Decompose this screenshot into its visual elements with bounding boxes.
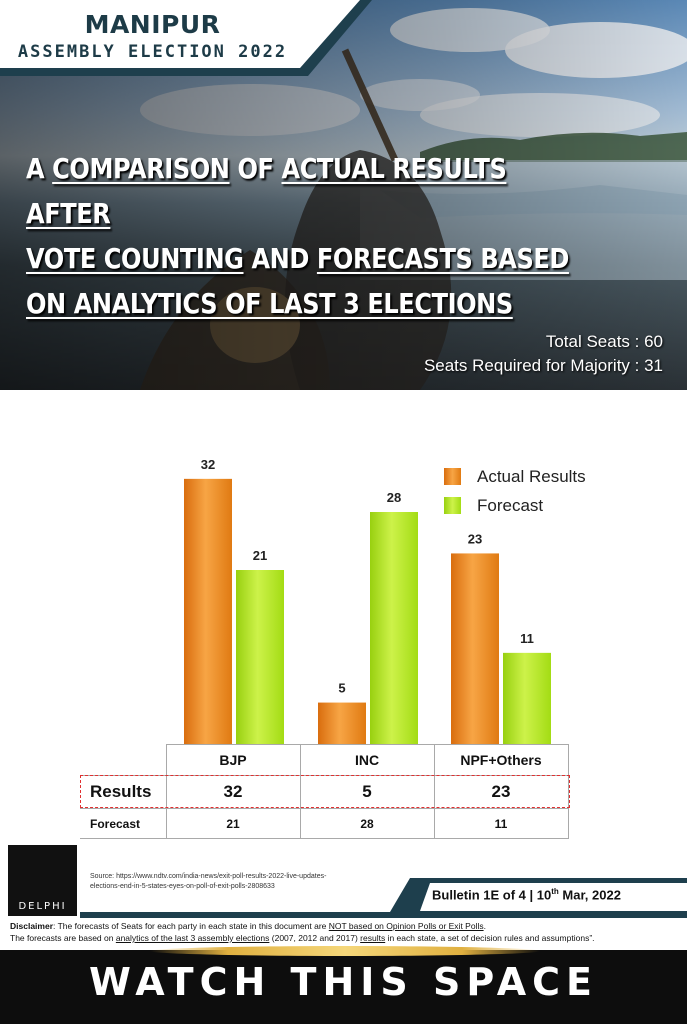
legend-swatch-forecast bbox=[444, 497, 461, 514]
delphi-logo: DELPHI bbox=[8, 845, 77, 916]
bulletin-panel bbox=[420, 883, 687, 911]
legend-label-forecast: Forecast bbox=[477, 495, 544, 515]
headline-part: OF bbox=[229, 152, 282, 185]
disclaimer-line-1: Disclaimer: The forecasts of Seats for e… bbox=[10, 920, 680, 932]
table-header-cell: INC bbox=[299, 744, 435, 776]
brand-title: MANIPUR bbox=[84, 10, 221, 39]
row-label-forecast: Forecast bbox=[80, 808, 167, 839]
total-seats: Total Seats : 60 bbox=[545, 332, 663, 351]
hero-banner: MANIPUR ASSEMBLY ELECTION 2022 A COMPARI… bbox=[0, 0, 687, 390]
headline-part: ACTUAL RESULTS AFTER bbox=[26, 152, 507, 230]
table-cell: 5 bbox=[299, 775, 435, 809]
source-line: Source: https://www.ndtv.com/india-news/… bbox=[90, 873, 327, 880]
bar-value-label: 32 bbox=[201, 457, 215, 472]
row-label-results: Results bbox=[80, 775, 167, 809]
source-line: elections-end-in-5-states-eyes-on-poll-o… bbox=[90, 883, 275, 890]
bulletin-suffix: Mar, 2022 bbox=[558, 887, 621, 903]
table-header-cell: BJP bbox=[165, 744, 301, 776]
bar-chart: 32 21 5 28 23 11 bbox=[184, 457, 551, 744]
bar-actual-bjp bbox=[184, 478, 232, 744]
bar-actual-inc bbox=[318, 702, 366, 744]
bulletin-sup: th bbox=[551, 887, 559, 896]
disclaimer: Disclaimer: The forecasts of Seats for e… bbox=[10, 920, 680, 944]
bar-value-label: 28 bbox=[387, 490, 401, 505]
disclaimer-text: NOT based on Opinion Polls or Exit Polls bbox=[328, 921, 484, 931]
bar-value-label: 11 bbox=[520, 631, 534, 646]
disclaimer-text: . bbox=[483, 921, 486, 931]
disclaimer-text: : The forecasts of Seats for each party … bbox=[53, 921, 329, 931]
bulletin-label: Bulletin 1E of 4 | 10th Mar, 2022 bbox=[432, 887, 621, 902]
bulletin-prefix: Bulletin 1E of 4 | 10 bbox=[432, 887, 552, 903]
bar-forecast-npf-others bbox=[503, 652, 551, 744]
bar-value-label: 23 bbox=[468, 531, 482, 546]
chart-legend: Actual Results Forecast bbox=[444, 462, 586, 520]
table-header-cell: NPF+Others bbox=[433, 744, 569, 776]
results-table: BJP INC NPF+Others Results 32 5 23 Forec… bbox=[80, 744, 569, 839]
disclaimer-text: in each state, a set of decision rules a… bbox=[385, 933, 595, 943]
disclaimer-label: Disclaimer bbox=[10, 921, 53, 931]
table-header-row: BJP INC NPF+Others bbox=[80, 744, 569, 776]
disclaimer-text: The forecasts are based on bbox=[10, 933, 116, 943]
bar-forecast-inc bbox=[370, 512, 418, 744]
source-note: Source: https://www.ndtv.com/india-news/… bbox=[90, 872, 400, 892]
headline-part: VOTE COUNTING bbox=[26, 242, 244, 275]
table-cell: 28 bbox=[299, 808, 435, 839]
bar-actual-npf-others bbox=[451, 553, 499, 744]
watch-this-space: WATCH THIS SPACE bbox=[89, 960, 598, 1004]
headline: A COMPARISON OF ACTUAL RESULTS AFTER VOT… bbox=[26, 146, 576, 326]
table-cell: 11 bbox=[433, 808, 569, 839]
legend-label-actual: Actual Results bbox=[477, 466, 586, 486]
table-row-forecast: Forecast 21 28 11 bbox=[80, 808, 569, 839]
brand-subtitle: ASSEMBLY ELECTION 2022 bbox=[17, 42, 288, 62]
table-corner-cell bbox=[80, 744, 167, 776]
table-row-results: Results 32 5 23 bbox=[80, 775, 569, 809]
title-tab bbox=[0, 0, 360, 68]
delphi-logo-text: DELPHI bbox=[18, 901, 67, 912]
headline-part: COMPARISON bbox=[52, 152, 230, 185]
legend-item-forecast: Forecast bbox=[444, 491, 586, 520]
headline-part: AND bbox=[243, 242, 317, 275]
table-cell: 32 bbox=[165, 775, 301, 809]
watch-gold-accent bbox=[150, 946, 540, 956]
legend-item-actual: Actual Results bbox=[444, 462, 586, 491]
headline-part: ON ANALYTICS OF LAST 3 ELECTIONS bbox=[26, 287, 513, 320]
watch-band bbox=[0, 950, 687, 1024]
bar-forecast-bjp bbox=[236, 570, 284, 744]
headline-part: A bbox=[26, 152, 53, 185]
headline-part: FORECASTS BASED bbox=[316, 242, 569, 275]
disclaimer-text: (2007, 2012 and 2017) bbox=[269, 933, 361, 943]
disclaimer-line-2: The forecasts are based on analytics of … bbox=[10, 932, 680, 944]
seats-info: Total Seats : 60 Seats Required for Majo… bbox=[424, 330, 663, 378]
legend-swatch-actual bbox=[444, 468, 461, 485]
table-cell: 23 bbox=[433, 775, 569, 809]
disclaimer-text: results bbox=[360, 933, 386, 943]
bar-value-label: 21 bbox=[253, 548, 267, 563]
disclaimer-text: analytics of the last 3 assembly electio… bbox=[115, 933, 270, 943]
majority-seats: Seats Required for Majority : 31 bbox=[423, 356, 663, 375]
bar-value-label: 5 bbox=[338, 681, 345, 696]
table-cell: 21 bbox=[165, 808, 301, 839]
